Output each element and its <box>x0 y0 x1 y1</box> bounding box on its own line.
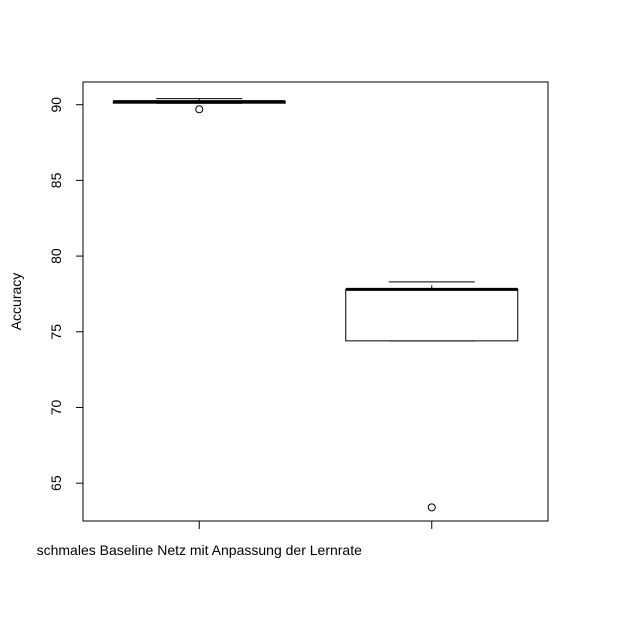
y-tick-label: 70 <box>48 399 64 415</box>
y-axis: 65 70 75 80 85 90 <box>48 97 84 491</box>
y-axis-label: Accuracy <box>8 273 24 331</box>
box-series <box>112 98 519 512</box>
outlier-point <box>427 503 436 512</box>
box-iqr <box>345 288 519 342</box>
outlier-point <box>195 105 204 114</box>
x-tick-label: schmales Baseline Netz mit Anpassung der… <box>37 542 362 558</box>
box-1 <box>112 98 286 114</box>
x-axis: schmales Baseline Netz mit Anpassung der… <box>37 520 433 558</box>
y-tick-label: 85 <box>48 172 64 188</box>
y-tick-label: 65 <box>48 475 64 491</box>
y-tick-label: 90 <box>48 97 64 113</box>
y-tick-label: 80 <box>48 248 64 264</box>
y-tick-label: 75 <box>48 324 64 340</box>
box-2 <box>345 281 519 512</box>
